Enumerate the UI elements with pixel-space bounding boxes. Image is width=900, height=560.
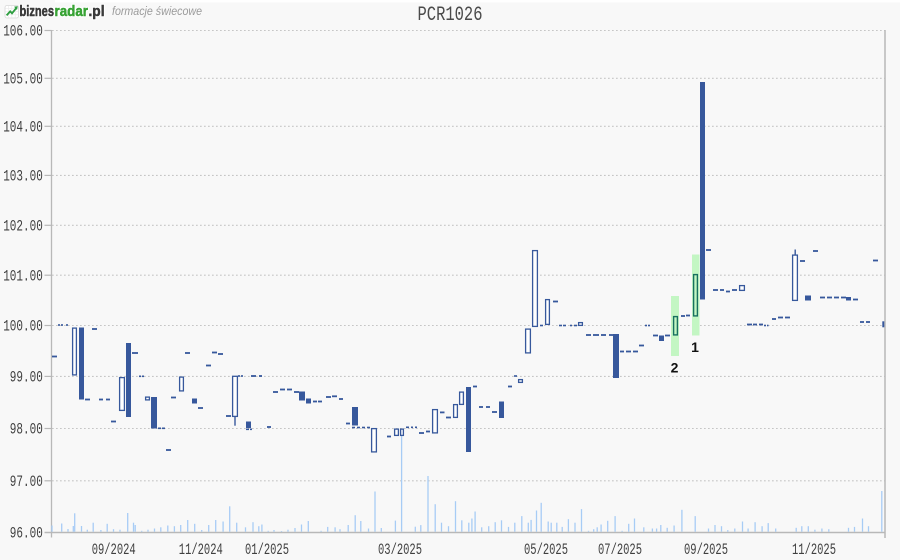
svg-text:99.00: 99.00 <box>10 369 43 387</box>
svg-text:103.00: 103.00 <box>3 168 43 186</box>
svg-text:104.00: 104.00 <box>3 119 43 137</box>
svg-text:96.00: 96.00 <box>10 525 43 543</box>
svg-text:01/2025: 01/2025 <box>245 541 289 559</box>
svg-text:05/2025: 05/2025 <box>524 541 568 559</box>
svg-text:100.00: 100.00 <box>3 318 43 336</box>
svg-text:radar: radar <box>55 3 89 20</box>
svg-text:106.00: 106.00 <box>3 23 43 41</box>
svg-text:11/2024: 11/2024 <box>179 541 223 559</box>
svg-text:.pl: .pl <box>89 3 105 20</box>
svg-text:.pl: .pl <box>89 3 105 20</box>
svg-text:98.00: 98.00 <box>10 421 43 439</box>
svg-text:PCR1026: PCR1026 <box>418 4 483 27</box>
svg-text:102.00: 102.00 <box>3 218 43 236</box>
svg-text:biznes: biznes <box>20 3 55 20</box>
svg-text:formacje świecowe: formacje świecowe <box>112 6 202 18</box>
svg-text:09/2024: 09/2024 <box>92 541 136 559</box>
svg-text:101.00: 101.00 <box>3 267 43 285</box>
svg-text:1: 1 <box>691 339 699 355</box>
svg-text:2: 2 <box>671 360 679 376</box>
svg-text:105.00: 105.00 <box>3 71 43 89</box>
svg-text:97.00: 97.00 <box>10 473 43 491</box>
svg-text:07/2025: 07/2025 <box>598 541 642 559</box>
svg-text:radar: radar <box>55 3 89 20</box>
svg-text:09/2025: 09/2025 <box>684 541 728 559</box>
svg-text:biznes: biznes <box>20 3 55 20</box>
svg-text:11/2025: 11/2025 <box>792 541 836 559</box>
svg-text:03/2025: 03/2025 <box>378 541 422 559</box>
